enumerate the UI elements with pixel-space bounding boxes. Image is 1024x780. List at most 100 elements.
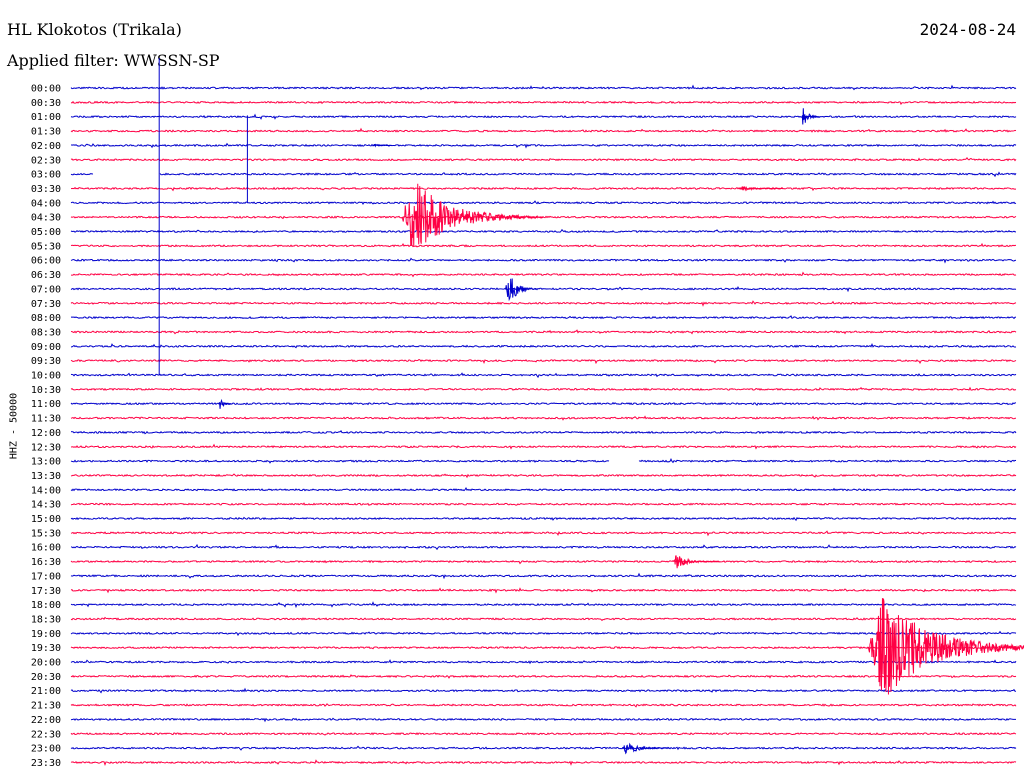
row-time-label: 21:30 [31, 701, 61, 712]
trace-line [70, 473, 1017, 479]
seismic-event [738, 186, 783, 192]
row-time-label: 04:30 [31, 213, 61, 224]
row-time-label: 11:00 [31, 399, 61, 410]
trace-line [70, 717, 1017, 723]
trace-line [70, 430, 1017, 435]
trace-line [70, 630, 1017, 637]
trace-line [70, 315, 1017, 320]
seismic-event [373, 143, 392, 148]
row-time-label: 15:30 [31, 528, 61, 539]
row-time-label: 09:00 [31, 342, 61, 353]
trace-line [70, 401, 1017, 406]
row-time-label: 10:00 [31, 371, 61, 382]
row-time-label: 12:00 [31, 428, 61, 439]
filter-label: Applied filter: WWSSN-SP [7, 51, 220, 70]
trace-line [70, 674, 1017, 679]
trace-line [70, 759, 1017, 766]
row-time-label: 02:30 [31, 155, 61, 166]
trace-line [70, 186, 1017, 192]
row-time-label: 05:00 [31, 227, 61, 238]
trace-line [70, 271, 1017, 278]
row-time-label: 20:30 [31, 672, 61, 683]
seismic-event [867, 598, 1024, 695]
trace-line [70, 156, 1017, 162]
trace-line [70, 646, 1017, 650]
row-time-label: 06:30 [31, 270, 61, 281]
date-label: 2024-08-24 [919, 20, 1016, 39]
row-time-label: 22:30 [31, 729, 61, 740]
trace-line [70, 228, 1016, 234]
trace-line [70, 142, 1017, 149]
row-time-label: 03:30 [31, 184, 61, 195]
trace-line [70, 732, 1017, 736]
row-time-label: 06:00 [31, 256, 61, 267]
row-time-label: 19:00 [31, 629, 61, 640]
row-time-label: 04:00 [31, 198, 61, 209]
trace-line [70, 127, 1017, 133]
trace-line [70, 300, 1017, 307]
trace-line [70, 616, 1017, 622]
seismic-event [801, 108, 821, 125]
row-time-label: 03:00 [31, 170, 61, 181]
seismic-event [505, 278, 538, 302]
seismic-event [401, 183, 544, 247]
row-time-label: 09:30 [31, 356, 61, 367]
trace-line [70, 113, 1017, 120]
row-time-label: 00:00 [31, 84, 61, 95]
row-time-label: 08:00 [31, 313, 61, 324]
trace-line [70, 329, 1017, 335]
trace-line [70, 358, 1017, 365]
trace-line [70, 502, 1017, 507]
trace-line [70, 530, 1017, 537]
trace-line [70, 486, 1017, 492]
row-time-label: 11:30 [31, 414, 61, 425]
row-time-label: 08:30 [31, 327, 61, 338]
row-time-label: 21:00 [31, 686, 61, 697]
row-time-label: 13:30 [31, 471, 61, 482]
row-time-label: 01:30 [31, 127, 61, 138]
trace-line [70, 745, 1017, 751]
trace-line [70, 84, 1017, 91]
trace-line [70, 587, 1017, 594]
row-time-label: 07:30 [31, 299, 61, 310]
trace-line [70, 215, 1017, 220]
row-time-label: 01:00 [31, 112, 61, 123]
seismic-event [218, 398, 232, 409]
row-time-label: 17:00 [31, 571, 61, 582]
row-time-label: 23:00 [31, 744, 61, 755]
row-time-label: 16:30 [31, 557, 61, 568]
trace-line [70, 100, 1017, 106]
trace-line [70, 386, 1017, 392]
row-time-label: 18:30 [31, 614, 61, 625]
row-time-label: 16:00 [31, 543, 61, 554]
row-time-label: 23:30 [31, 758, 61, 769]
row-time-label: 10:30 [31, 385, 61, 396]
row-time-label: 22:00 [31, 715, 61, 726]
station-title: HL Klokotos (Trikala) [7, 20, 182, 39]
seismic-event [672, 555, 720, 569]
row-time-label: 15:00 [31, 514, 61, 525]
row-time-label: 12:30 [31, 442, 61, 453]
trace-line [70, 687, 1017, 694]
row-time-label: 17:30 [31, 586, 61, 597]
seismic-event [621, 742, 670, 755]
trace-line [70, 242, 1017, 248]
trace-line [70, 703, 1017, 708]
row-time-label: 14:00 [31, 485, 61, 496]
row-time-label: 02:00 [31, 141, 61, 152]
trace-line [70, 559, 1017, 565]
row-time-label: 19:30 [31, 643, 61, 654]
row-time-label: 07:00 [31, 284, 61, 295]
trace-line [70, 601, 1017, 609]
row-time-label: 00:30 [31, 98, 61, 109]
trace-line [70, 200, 1017, 205]
row-time-label: 20:00 [31, 658, 61, 669]
trace-line [70, 516, 1017, 522]
row-time-label: 05:30 [31, 241, 61, 252]
row-time-label: 13:00 [31, 457, 61, 468]
trace-line [70, 342, 1017, 349]
trace-line [70, 415, 1017, 421]
trace-line [70, 659, 1017, 665]
trace-line [70, 171, 1017, 178]
